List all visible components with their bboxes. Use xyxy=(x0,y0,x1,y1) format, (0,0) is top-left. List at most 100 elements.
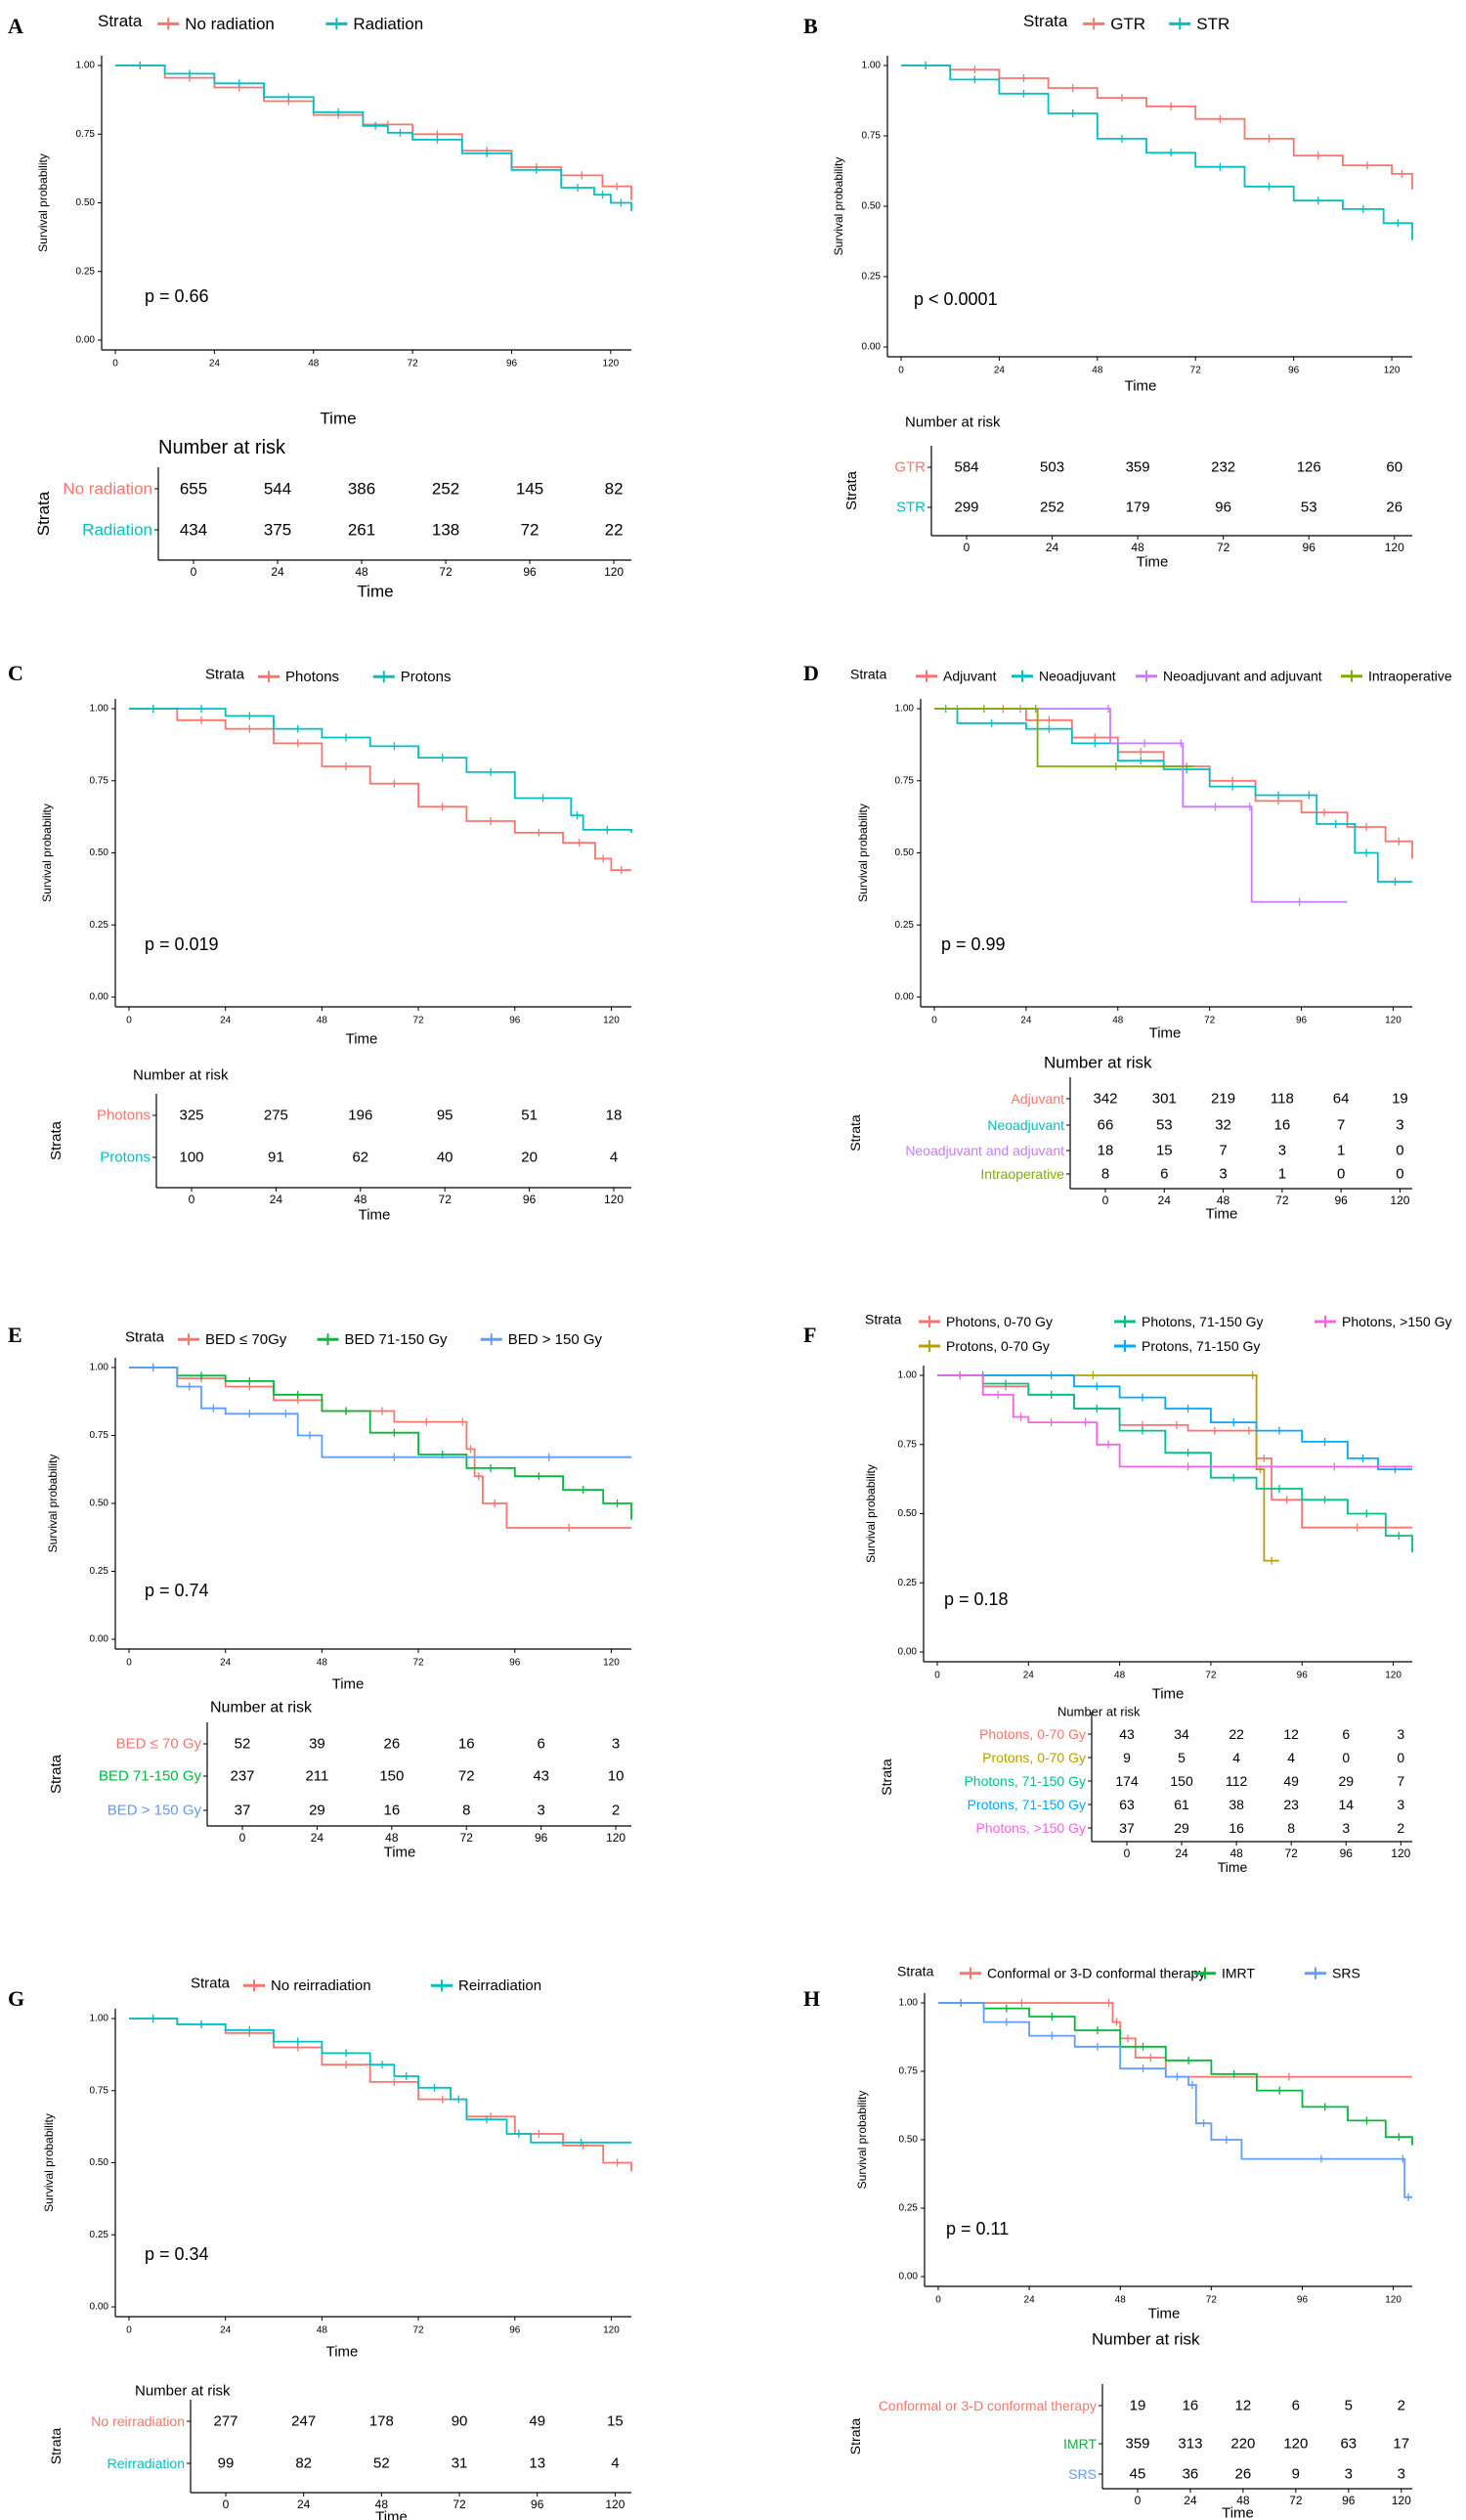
risk-value: 6 xyxy=(1292,2398,1300,2414)
risk-row-label: Photons, 0-70 Gy xyxy=(979,1726,1086,1742)
x-tick-label: 0 xyxy=(934,1671,940,1681)
risk-value: 16 xyxy=(1183,2398,1199,2414)
risk-table: Number at risk Photons 325 275 196 95 51 18 Prot… xyxy=(48,1067,631,1224)
risk-value: 196 xyxy=(348,1108,372,1124)
legend-item: Adjuvant xyxy=(916,669,997,684)
risk-value: 8 xyxy=(462,1803,470,1819)
risk-table-title: Number at risk xyxy=(210,1700,313,1716)
risk-value: 6 xyxy=(1342,1726,1350,1742)
risk-value: 26 xyxy=(1235,2466,1252,2483)
x-tick-label: 0 xyxy=(126,1658,132,1669)
x-tick-label: 120 xyxy=(1385,1016,1401,1026)
x-tick-label: 96 xyxy=(1296,1016,1308,1026)
risk-value: 252 xyxy=(432,480,459,499)
risk-value: 62 xyxy=(352,1150,368,1166)
risk-value: 3 xyxy=(612,1736,620,1753)
km-curve xyxy=(938,2002,1413,2146)
panel-letter: B xyxy=(803,14,818,38)
legend-item: Neoadjuvant xyxy=(1012,669,1116,684)
km-curve xyxy=(934,708,1412,883)
legend-label: Protons, 71-150 Gy xyxy=(1142,1338,1260,1354)
risk-row-label: Photons xyxy=(97,1108,151,1124)
risk-table-title: Number at risk xyxy=(135,2383,231,2400)
risk-x-tick-label: 72 xyxy=(1217,541,1230,554)
x-tick-label: 120 xyxy=(603,1658,620,1669)
risk-value: 4 xyxy=(1232,1750,1240,1765)
legend-label: Photons, >150 Gy xyxy=(1342,1314,1451,1329)
km-curve xyxy=(115,65,632,200)
risk-value: 2 xyxy=(1398,2398,1405,2414)
risk-value: 301 xyxy=(1152,1091,1177,1108)
risk-time-label: Time xyxy=(1218,1859,1248,1875)
legend-item: BED > 150 Gy xyxy=(480,1331,603,1348)
risk-value: 8 xyxy=(1287,1820,1295,1836)
risk-x-tick-label: 120 xyxy=(605,2498,625,2511)
risk-value: 0 xyxy=(1342,1750,1350,1765)
legend-label: SRS xyxy=(1332,1966,1360,1981)
risk-time-label: Time xyxy=(1137,554,1169,571)
p-value: p = 0.18 xyxy=(944,1589,1009,1609)
x-tick-label: 24 xyxy=(220,1016,232,1026)
risk-row: Photons, 71-150 Gy 174 150 112 49 29 7 xyxy=(964,1773,1404,1789)
y-tick-label: 0.75 xyxy=(895,775,915,786)
risk-row: BED 71-150 Gy 237 211 150 72 43 10 xyxy=(99,1768,624,1785)
x-tick-label: 72 xyxy=(413,1016,425,1026)
risk-row: Photons 325 275 196 95 51 18 xyxy=(97,1108,622,1124)
risk-row-label: STR xyxy=(896,500,926,516)
risk-row: Protons, 71-150 Gy 63 61 38 23 14 3 xyxy=(968,1797,1405,1812)
x-tick-label: 96 xyxy=(506,359,518,369)
risk-value: 53 xyxy=(1156,1117,1173,1134)
legend-title: Strata xyxy=(98,12,143,30)
risk-strata-label: Strata xyxy=(847,2418,863,2455)
km-curve xyxy=(934,708,1413,859)
risk-x-tick-label: 24 xyxy=(1158,1194,1172,1207)
y-tick-label: 0.75 xyxy=(90,2085,109,2096)
legend: Strata Adjuvant Neoadjuvant Neoadjuvant and… xyxy=(850,666,1452,683)
km-curve xyxy=(129,708,631,872)
risk-x-tick-label: 120 xyxy=(606,1831,625,1845)
risk-value: 10 xyxy=(608,1768,625,1785)
risk-value: 0 xyxy=(1337,1166,1345,1183)
plot-area: 0.00 0.25 0.50 0.75 1.00 0 24 48 72 96 120 Survival… xyxy=(855,1993,1413,2323)
risk-value: 43 xyxy=(533,1768,549,1785)
x-tick-label: 120 xyxy=(603,1016,620,1026)
panel-letter: A xyxy=(8,14,23,38)
legend-title: Strata xyxy=(865,1311,902,1326)
risk-value: 237 xyxy=(230,1768,254,1785)
risk-value: 359 xyxy=(1126,459,1150,476)
y-tick-label: 0.00 xyxy=(898,1647,918,1658)
legend-label: Reirradiation xyxy=(458,1977,541,1994)
risk-value: 4 xyxy=(611,2455,619,2472)
risk-table: Number at risk No radiation 655 544 386 252 14… xyxy=(34,437,631,601)
x-tick-label: 96 xyxy=(509,1016,521,1026)
legend: Strata Photons, 0-70 Gy Protons, 0-70 Gy Ph… xyxy=(865,1311,1451,1354)
legend-label: Conformal or 3-D conformal therapy xyxy=(987,1966,1205,1981)
risk-x-tick-label: 24 xyxy=(1175,1847,1188,1860)
risk-value: 2 xyxy=(612,1803,620,1819)
risk-value: 91 xyxy=(268,1150,284,1166)
risk-value: 45 xyxy=(1130,2466,1146,2483)
panel-letter: H xyxy=(803,1986,820,2011)
risk-strata-label: Strata xyxy=(879,1759,894,1796)
risk-value: 63 xyxy=(1119,1797,1135,1812)
risk-row: BED > 150 Gy 37 29 16 8 3 2 xyxy=(108,1803,621,1819)
risk-value: 4 xyxy=(610,1150,618,1166)
risk-value: 277 xyxy=(213,2413,237,2430)
risk-value: 34 xyxy=(1174,1726,1189,1742)
km-curve xyxy=(129,2018,631,2144)
risk-row: No reirradiation 277 247 178 90 49 15 xyxy=(91,2413,623,2430)
risk-value: 36 xyxy=(1183,2466,1199,2483)
risk-row: Photons, >150 Gy 37 29 16 8 3 2 xyxy=(976,1820,1405,1836)
risk-value: 52 xyxy=(235,1736,251,1753)
x-axis-label: Time xyxy=(332,1676,365,1693)
x-axis-label: Time xyxy=(326,2344,359,2361)
legend-label: Neoadjuvant xyxy=(1039,669,1116,684)
x-tick-label: 24 xyxy=(1024,2295,1036,2306)
risk-x-tick-label: 96 xyxy=(1340,1847,1354,1860)
risk-x-tick-label: 120 xyxy=(1385,541,1404,554)
legend-label: BED > 150 Gy xyxy=(508,1331,603,1348)
legend: Strata No radiation Radiation xyxy=(98,12,423,33)
risk-strata-label: Strata xyxy=(48,1120,65,1160)
y-tick-label: 0.25 xyxy=(862,272,882,282)
